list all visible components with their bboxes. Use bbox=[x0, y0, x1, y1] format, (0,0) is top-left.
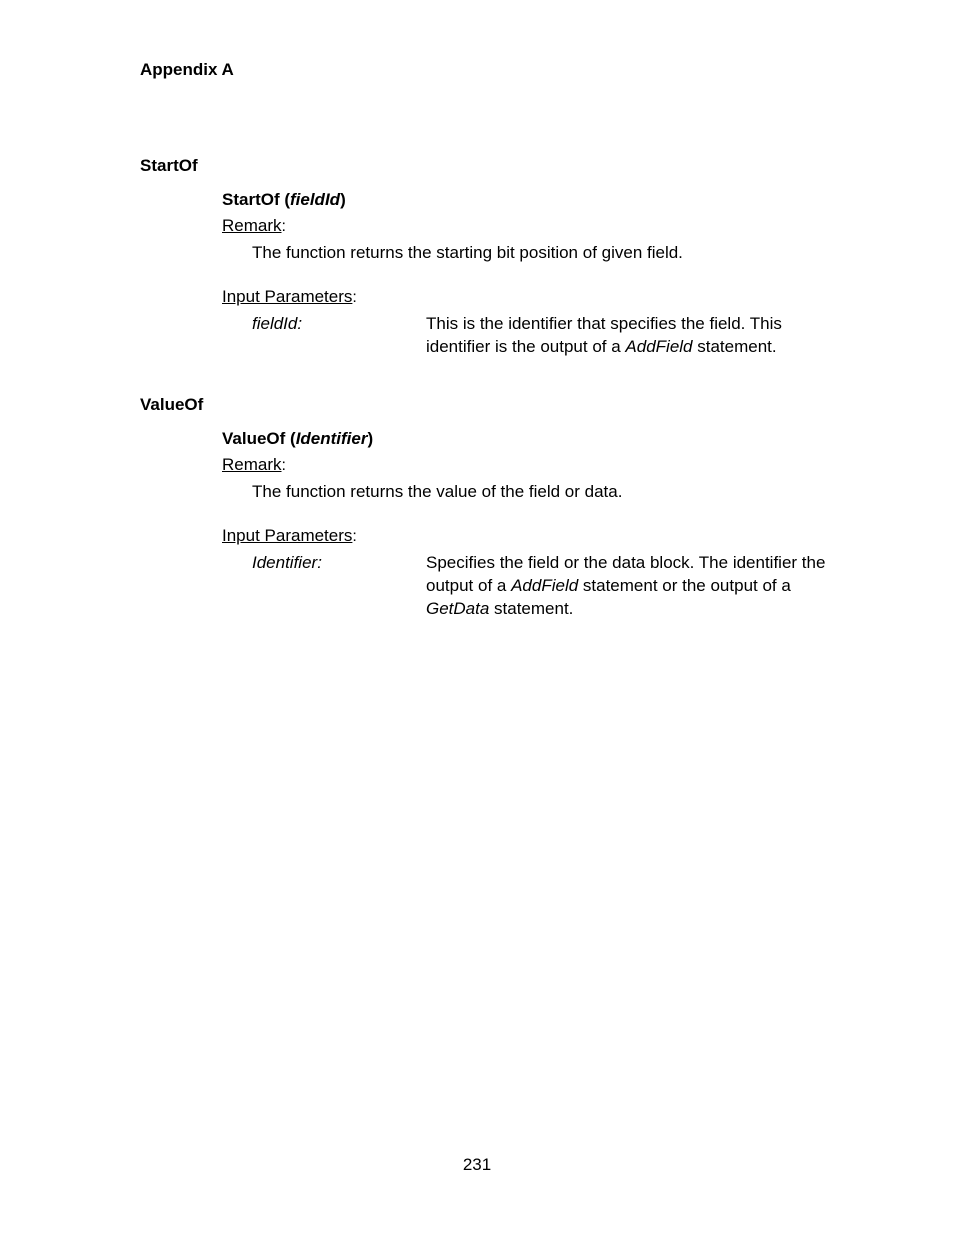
remark-row: Remark: bbox=[222, 216, 844, 242]
signature-startof: StartOf (fieldId) bbox=[222, 190, 844, 210]
param-row: fieldId: This is the identifier that spe… bbox=[252, 313, 844, 359]
param-desc-mid: statement or the output of a bbox=[578, 576, 791, 595]
param-name: fieldId: bbox=[252, 313, 426, 359]
remark-row: Remark: bbox=[222, 455, 844, 481]
signature-prefix: ValueOf ( bbox=[222, 429, 296, 448]
signature-param: fieldId bbox=[290, 190, 340, 209]
document-page: Appendix A StartOf StartOf (fieldId) Rem… bbox=[0, 0, 954, 621]
content-block-startof: StartOf (fieldId) Remark: The function r… bbox=[222, 190, 844, 359]
signature-valueof: ValueOf (Identifier) bbox=[222, 429, 844, 449]
remark-text: The function returns the value of the fi… bbox=[252, 481, 844, 504]
input-params-label: Input Parameters bbox=[222, 526, 352, 546]
signature-suffix: ) bbox=[367, 429, 373, 448]
signature-param: Identifier bbox=[296, 429, 368, 448]
page-number: 231 bbox=[0, 1155, 954, 1175]
param-desc-ital: AddField bbox=[625, 337, 692, 356]
input-params-label: Input Parameters bbox=[222, 287, 352, 307]
param-desc-ital1: AddField bbox=[511, 576, 578, 595]
input-params-row: Input Parameters: bbox=[222, 526, 844, 552]
content-block-valueof: ValueOf (Identifier) Remark: The functio… bbox=[222, 429, 844, 621]
section-title-startof: StartOf bbox=[140, 156, 844, 176]
colon: : bbox=[282, 218, 286, 235]
param-name: Identifier: bbox=[252, 552, 426, 621]
colon: : bbox=[352, 528, 356, 545]
param-desc: This is the identifier that specifies th… bbox=[426, 313, 844, 359]
colon: : bbox=[352, 289, 356, 306]
param-desc-post: statement. bbox=[489, 599, 573, 618]
remark-label: Remark bbox=[222, 216, 282, 236]
param-desc: Specifies the field or the data block. T… bbox=[426, 552, 844, 621]
remark-label: Remark bbox=[222, 455, 282, 475]
section-title-valueof: ValueOf bbox=[140, 395, 844, 415]
colon: : bbox=[282, 457, 286, 474]
param-row: Identifier: Specifies the field or the d… bbox=[252, 552, 844, 621]
input-params-row: Input Parameters: bbox=[222, 287, 844, 313]
signature-prefix: StartOf ( bbox=[222, 190, 290, 209]
page-header: Appendix A bbox=[140, 60, 844, 80]
remark-text: The function returns the starting bit po… bbox=[252, 242, 844, 265]
signature-suffix: ) bbox=[340, 190, 346, 209]
param-desc-ital2: GetData bbox=[426, 599, 489, 618]
param-desc-post: statement. bbox=[693, 337, 777, 356]
